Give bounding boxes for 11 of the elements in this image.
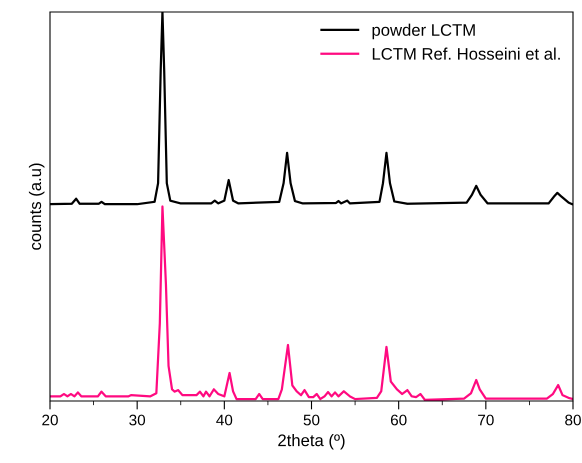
legend-label: powder LCTM xyxy=(372,24,475,40)
x-tick-label: 70 xyxy=(478,414,494,426)
x-axis-title: 2theta (º) xyxy=(278,434,345,450)
x-tick-label: 30 xyxy=(129,414,146,426)
x-tick-label: 60 xyxy=(390,414,407,426)
x-tick-label: 40 xyxy=(216,414,232,426)
x-tick-label: 20 xyxy=(42,414,58,426)
x-tick-label: 80 xyxy=(565,414,581,426)
y-axis-title: counts (a.u) xyxy=(28,164,44,250)
legend-label: LCTM Ref. Hosseini et al. xyxy=(372,48,560,60)
x-tick-label: 50 xyxy=(304,414,320,426)
